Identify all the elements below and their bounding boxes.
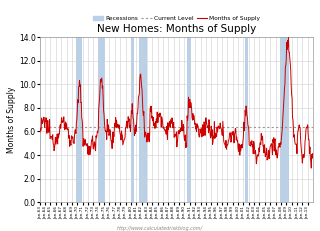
Bar [98, 37, 105, 202]
Title: New Homes: Months of Supply: New Homes: Months of Supply [97, 24, 256, 33]
Bar [139, 37, 147, 202]
Bar [131, 37, 133, 202]
Legend: Recessions, Current Level, Months of Supply: Recessions, Current Level, Months of Sup… [91, 14, 262, 23]
Bar [187, 37, 191, 202]
Bar [76, 37, 82, 202]
Y-axis label: Months of Supply: Months of Supply [7, 86, 16, 153]
Text: http://www.calculatedriskblog.com/: http://www.calculatedriskblog.com/ [117, 226, 203, 231]
Bar [280, 37, 289, 202]
Bar [245, 37, 248, 202]
